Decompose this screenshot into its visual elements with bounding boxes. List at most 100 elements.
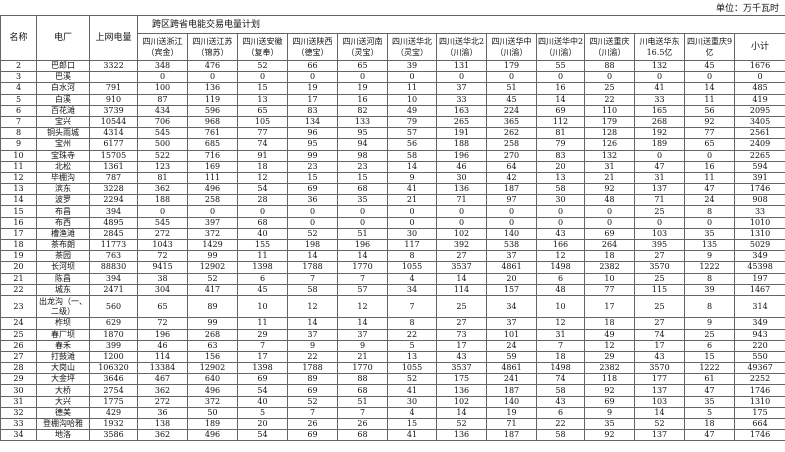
- grid-energy: 2845: [89, 227, 138, 241]
- grid-energy: 3322: [89, 59, 138, 73]
- plan-value: 136: [436, 384, 487, 397]
- plan-value: 52: [287, 227, 338, 241]
- row-number: 23: [0, 294, 37, 319]
- row-number: 30: [0, 384, 37, 397]
- plan-value: 13: [237, 93, 288, 106]
- plan-value: 12: [536, 317, 585, 330]
- plan-value: 1398: [237, 362, 288, 375]
- plan-value: 68: [337, 429, 388, 442]
- plan-value: 20: [536, 160, 585, 173]
- plan-value: 15: [337, 171, 388, 185]
- plan-value: 136: [187, 82, 238, 95]
- plan-value: 17: [436, 339, 487, 352]
- plan-value: 16: [684, 160, 735, 173]
- plant-name: 宝兴: [36, 115, 90, 129]
- plan-value: 68: [237, 216, 288, 229]
- plan-value: 99: [187, 250, 238, 263]
- row-number: 7: [0, 115, 37, 129]
- plan-value: 35: [684, 395, 735, 408]
- plan-value: 103: [634, 227, 685, 241]
- plan-value: 82: [337, 104, 388, 117]
- plan-value: 69: [536, 104, 585, 117]
- plan-value: 1788: [287, 261, 338, 274]
- plan-value: 95: [287, 138, 338, 151]
- grid-energy: 3739: [89, 104, 138, 117]
- plan-value: 0: [684, 71, 735, 84]
- plan-value: 9: [684, 317, 735, 330]
- plan-value: 15: [287, 171, 338, 185]
- plan-value: 968: [187, 115, 238, 129]
- plan-value: 77: [584, 283, 635, 296]
- grid-energy: 1200: [89, 350, 138, 364]
- table-row: 25 春厂坝 1870 196 268 29 37 37 22 73 101 31 49 74 25 943: [0, 328, 785, 341]
- plan-value: 74: [634, 328, 685, 341]
- plan-value: 14: [337, 317, 388, 330]
- plan-value: 103: [634, 395, 685, 408]
- plan-value: 5: [387, 339, 437, 352]
- header-grid-energy: 上网电量: [89, 15, 138, 61]
- column-header: 四川送华北2（川渝）: [436, 33, 487, 61]
- table-row: 22 城东 2471 304 417 45 58 57 34 114 157 48 77 115 39 146…: [0, 283, 785, 296]
- plan-value: 27: [436, 250, 487, 263]
- grid-energy: 10544: [89, 115, 138, 129]
- plan-value: 119: [187, 93, 238, 106]
- plan-value: 188: [137, 194, 188, 207]
- plan-value: 68: [337, 384, 388, 397]
- plan-value: 4: [387, 406, 437, 420]
- plan-value: 45398: [733, 261, 785, 274]
- plan-value: 27: [436, 317, 487, 330]
- plan-value: 13: [387, 350, 437, 364]
- plan-value: 272: [137, 227, 188, 241]
- grid-energy: 787: [89, 171, 138, 185]
- plant-name: 柞坝: [36, 317, 90, 330]
- table-row: 20 长河坝 88830 9415 12902 1398 1788 1770 1055 3537 4…: [0, 261, 785, 274]
- row-number: 2: [0, 59, 37, 73]
- plan-value: 189: [634, 138, 685, 151]
- plan-value: 54: [237, 429, 288, 442]
- plan-value: 268: [634, 115, 685, 129]
- plan-value: 7: [237, 339, 288, 352]
- plan-value: 137: [634, 429, 685, 442]
- column-header: 四川送重庆（川渝）: [584, 33, 635, 61]
- plan-value: 14: [287, 250, 338, 263]
- plan-value: 6: [536, 406, 585, 420]
- plan-value: 87: [137, 93, 188, 106]
- plan-value: 57: [337, 283, 388, 296]
- plan-value: 0: [584, 205, 635, 218]
- plan-value: 7: [287, 272, 338, 285]
- grid-energy: 1932: [89, 418, 138, 431]
- plan-value: 91: [237, 149, 288, 162]
- plan-value: 2382: [584, 362, 635, 375]
- plan-value: 27: [634, 317, 685, 330]
- plan-value: 19: [486, 406, 537, 420]
- plant-name: 大桥: [36, 384, 90, 397]
- plan-value: 43: [536, 227, 585, 241]
- plan-value: 72: [137, 250, 188, 263]
- plan-value: 37: [436, 82, 487, 95]
- row-number: 12: [0, 171, 37, 185]
- plan-value: 0: [287, 205, 338, 218]
- plan-value: 88: [337, 373, 388, 386]
- plant-name: 打鼓滩: [36, 350, 90, 364]
- plant-name: 白水河: [36, 82, 90, 95]
- plant-name: 城东: [36, 283, 90, 296]
- plan-value: 37: [337, 328, 388, 341]
- plan-value: 47: [684, 384, 735, 397]
- table-row: 29 大金坪 3646 467 640 69 89 88 52 175 241 74 118 177 61 2…: [0, 373, 785, 386]
- plan-value: 372: [187, 395, 238, 408]
- table-row: 34 地洛 3586 362 496 54 69 68 41 136 187 58 92 137 47 174…: [0, 429, 785, 442]
- plan-value: 92: [584, 183, 635, 196]
- plan-value: 28: [237, 194, 288, 207]
- plan-value: 134: [287, 115, 338, 129]
- table-row: 9 宝州 6177 500 685 74 95 94 56 188 258 79 126 189 65 240…: [0, 138, 785, 151]
- plan-value: 36: [137, 406, 188, 420]
- plan-value: 163: [436, 104, 487, 117]
- plan-value: 14: [337, 250, 388, 263]
- plan-value: 10: [387, 93, 437, 106]
- plant-name: 春厂坝: [36, 328, 90, 341]
- plan-value: 115: [634, 283, 685, 296]
- plan-value: 48: [584, 194, 635, 207]
- plan-value: 69: [584, 395, 635, 408]
- plan-value: 10: [536, 294, 585, 319]
- plan-value: 39: [387, 59, 437, 73]
